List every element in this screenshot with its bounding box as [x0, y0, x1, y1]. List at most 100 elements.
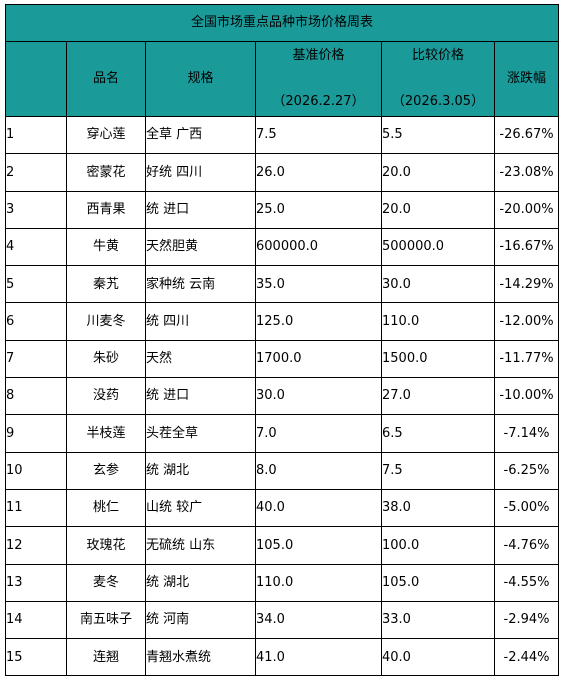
row-base-price: 600000.0	[255, 227, 382, 267]
row-index: 1	[5, 115, 67, 155]
table-row: 8 没药统 进口 30.0 27.0 -10.00%	[5, 377, 560, 416]
row-spec: 山统 较广	[145, 488, 256, 528]
row-name: 秦艽	[66, 265, 146, 304]
row-base-price: 40.0	[255, 488, 382, 528]
row-change: -16.67%	[493, 227, 560, 267]
header-change: 涨跌幅	[493, 41, 560, 117]
row-index: 7	[5, 339, 67, 379]
row-index: 12	[5, 526, 67, 565]
row-spec: 统 湖北	[145, 451, 256, 490]
row-compare-price: 5.5	[381, 115, 495, 155]
row-compare-price: 100.0	[381, 526, 495, 565]
row-index: 11	[5, 488, 67, 528]
table-row: 10 玄参统 湖北 8.0 7.5 -6.25%	[5, 451, 560, 490]
row-compare-price: 1500.0	[381, 339, 495, 379]
row-base-price: 35.0	[255, 265, 382, 304]
row-spec: 统 湖北	[145, 563, 256, 602]
row-index: 15	[5, 638, 67, 677]
row-name: 连翘	[66, 638, 146, 677]
row-change: -7.14%	[493, 414, 560, 453]
row-change: -10.00%	[493, 377, 560, 416]
row-spec: 天然胆黄	[145, 227, 256, 267]
row-base-price: 41.0	[255, 638, 382, 677]
header-base-date: （2026.2.27）	[272, 94, 365, 110]
row-spec: 家种统 云南	[145, 265, 256, 304]
table-row: 12 玫瑰花 无硫统 山东 105.0 100.0 -4.76%	[5, 526, 560, 565]
header-compare-label: 比较价格	[411, 48, 464, 63]
row-base-price: 110.0	[255, 563, 382, 602]
row-base-price: 8.0	[255, 451, 382, 490]
header-compare-price: 比较价格 （2026.3.05）	[381, 41, 495, 117]
row-change: -26.67%	[493, 115, 560, 155]
row-spec: 全草 广西	[145, 115, 256, 155]
row-base-price: 30.0	[255, 377, 382, 416]
row-change: -14.29%	[493, 265, 560, 304]
row-change: -23.08%	[493, 153, 560, 192]
row-change: -12.00%	[493, 302, 560, 341]
table-row: 13 麦冬统 湖北 110.0 105.0 -4.55%	[5, 563, 560, 602]
row-name: 朱砂	[66, 339, 146, 379]
row-compare-price: 500000.0	[381, 227, 495, 267]
row-index: 5	[5, 265, 67, 304]
header-compare-date: （2026.3.05）	[391, 94, 485, 110]
header-base-price: 基准价格 （2026.2.27）	[255, 41, 382, 117]
row-compare-price: 30.0	[381, 265, 495, 304]
table-row: 5 秦艽 家种统 云南 35.0 30.0 -14.29%	[5, 265, 560, 304]
row-spec: 统 进口	[145, 190, 256, 229]
table-row: 15 连翘 青翘水煮统 41.0 40.0 -2.44%	[5, 638, 560, 677]
row-name: 桃仁	[66, 488, 146, 528]
table-row: 11 桃仁 山统 较广 40.0 38.0 -5.00%	[5, 488, 560, 528]
row-change: -20.00%	[493, 190, 560, 229]
price-table: 全国市场重点品种市场价格周表 品名 规格 基准价格 （2026.2.27） 比较…	[4, 4, 560, 677]
row-index: 8	[5, 377, 67, 416]
row-spec: 好统 四川	[145, 153, 256, 192]
table-row: 9 半枝莲 头茬全草 7.0 6.5 -7.14%	[5, 414, 560, 453]
row-index: 14	[5, 600, 67, 640]
row-base-price: 7.5	[255, 115, 382, 155]
row-spec: 无硫统 山东	[145, 526, 256, 565]
row-change: -2.94%	[493, 600, 560, 640]
row-change: -5.00%	[493, 488, 560, 528]
row-spec: 天然	[145, 339, 256, 379]
title-row: 全国市场重点品种市场价格周表	[4, 4, 560, 42]
row-spec: 青翘水煮统	[145, 638, 256, 677]
header-name: 品名	[66, 41, 146, 117]
row-base-price: 25.0	[255, 190, 382, 229]
table-title: 全国市场重点品种市场价格周表	[4, 4, 560, 42]
row-compare-price: 110.0	[381, 302, 495, 341]
row-base-price: 26.0	[255, 153, 382, 192]
table-row: 3 西青果统 进口 25.0 20.0 -20.00%	[5, 190, 560, 229]
row-index: 10	[5, 451, 67, 490]
row-compare-price: 27.0	[381, 377, 495, 416]
row-name: 南五味子	[66, 600, 146, 640]
header-index	[5, 41, 67, 117]
table-row: 14 南五味子统 河南 34.0 33.0 -2.94%	[5, 600, 560, 640]
row-base-price: 105.0	[255, 526, 382, 565]
row-index: 4	[5, 227, 67, 267]
row-index: 9	[5, 414, 67, 453]
row-name: 密蒙花	[66, 153, 146, 192]
row-compare-price: 20.0	[381, 153, 495, 192]
row-spec: 头茬全草	[145, 414, 256, 453]
row-compare-price: 105.0	[381, 563, 495, 602]
row-index: 2	[5, 153, 67, 192]
row-change: -2.44%	[493, 638, 560, 677]
row-change: -4.55%	[493, 563, 560, 602]
header-base-label: 基准价格	[292, 48, 345, 63]
header-spec: 规格	[145, 41, 256, 117]
row-name: 玫瑰花	[66, 526, 146, 565]
row-change: -6.25%	[493, 451, 560, 490]
row-name: 西青果	[66, 190, 146, 229]
row-change: -11.77%	[493, 339, 560, 379]
table-row: 4 牛黄 天然胆黄 600000.0 500000.0 -16.67%	[5, 227, 560, 267]
row-name: 穿心莲	[66, 115, 146, 155]
row-compare-price: 7.5	[381, 451, 495, 490]
row-compare-price: 40.0	[381, 638, 495, 677]
row-spec: 统 河南	[145, 600, 256, 640]
row-index: 13	[5, 563, 67, 602]
row-index: 3	[5, 190, 67, 229]
row-compare-price: 33.0	[381, 600, 495, 640]
table-row: 2 密蒙花 好统 四川 26.0 20.0 -23.08%	[5, 153, 560, 192]
row-base-price: 7.0	[255, 414, 382, 453]
row-base-price: 1700.0	[255, 339, 382, 379]
